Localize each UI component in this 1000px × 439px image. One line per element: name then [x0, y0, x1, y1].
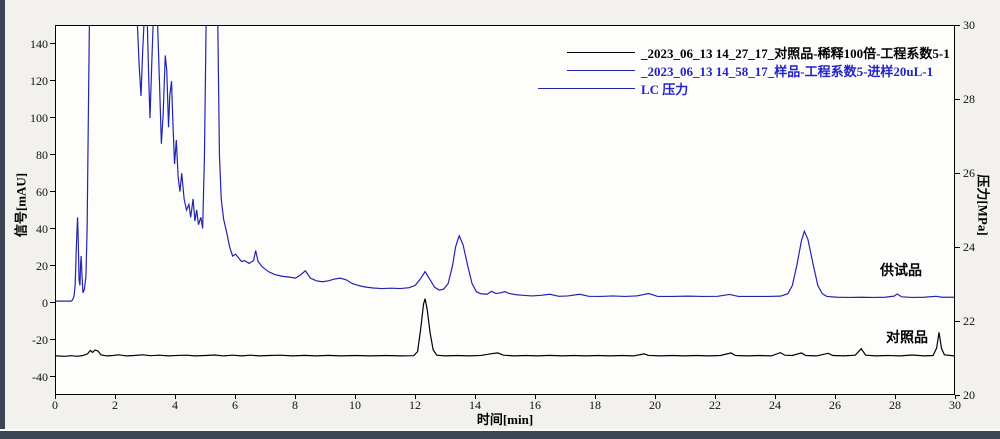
x-tick-label: 22	[709, 398, 721, 412]
legend: _2023_06_13 14_27_17_对照品-稀释100倍-工程系数5-1 _…	[538, 43, 950, 97]
y-left-tick	[50, 302, 55, 303]
y-left-tick	[50, 265, 55, 266]
x-tick	[174, 395, 176, 399]
x-tick-label: 30	[949, 398, 961, 412]
y-right-tick	[955, 172, 960, 174]
legend-item-label: _2023_06_13 14_27_17_对照品-稀释100倍-工程系数5-1	[641, 45, 950, 61]
x-tick-label: 12	[409, 398, 421, 412]
chromatogram-plot-canvas[interactable]	[55, 25, 955, 395]
legend-line-sample	[567, 69, 635, 71]
y-right-tick-label: 30	[963, 18, 975, 32]
x-tick	[114, 395, 116, 399]
window-left-edge	[0, 0, 5, 439]
y-left-tick	[50, 191, 55, 192]
x-tick-label: 14	[469, 398, 481, 412]
x-tick-label: 26	[829, 398, 841, 412]
y-left-tick-label: 20	[36, 258, 48, 273]
y-left-tick	[50, 117, 55, 118]
x-tick-label: 6	[232, 398, 238, 412]
y-right-tick-label: 20	[963, 388, 975, 402]
y-left-tick-label: 120	[30, 73, 48, 88]
trace-annotation-0: 供试品	[880, 263, 922, 279]
trace-annotation-1: 对照品	[886, 331, 928, 347]
x-tick-label: 10	[349, 398, 361, 412]
x-tick-label: 24	[769, 398, 781, 412]
y-right-tick	[955, 394, 960, 396]
x-tick	[894, 395, 896, 399]
y-left-tick-label: -20	[32, 332, 48, 347]
legend-line-sample	[567, 51, 635, 53]
x-tick	[474, 395, 476, 399]
y-left-tick	[50, 154, 55, 155]
x-tick	[594, 395, 596, 399]
y-right-tick-label: 22	[963, 314, 975, 328]
y-right-axis-title: 压力[MPa]	[975, 174, 991, 236]
y-right-tick-label: 24	[963, 240, 975, 254]
x-tick-label: 4	[172, 398, 178, 412]
x-tick	[54, 395, 56, 399]
y-right-tick-label: 28	[963, 92, 975, 106]
x-tick	[354, 395, 356, 399]
window-bottom-edge	[0, 431, 1000, 439]
y-right-tick	[955, 24, 960, 26]
x-tick	[714, 395, 716, 399]
y-left-tick-label: 100	[30, 110, 48, 125]
trace-0	[56, 26, 954, 302]
chromatogram-traces	[56, 26, 954, 357]
x-tick-label: 18	[589, 398, 601, 412]
x-tick-label: 28	[889, 398, 901, 412]
y-right-tick-label: 26	[963, 166, 975, 180]
x-tick	[834, 395, 836, 399]
y-left-tick-label: 0	[42, 295, 48, 310]
y-right-tick	[955, 246, 960, 248]
x-tick	[534, 395, 536, 399]
trace-1	[56, 298, 954, 357]
x-tick	[654, 395, 656, 399]
x-tick-label: 0	[52, 398, 58, 412]
y-left-axis-title: 信号[mAU]	[13, 172, 29, 238]
x-axis-title: 时间[min]	[476, 412, 534, 427]
legend-item-0: _2023_06_13 14_27_17_对照品-稀释100倍-工程系数5-1	[567, 43, 950, 61]
x-tick	[234, 395, 236, 399]
x-tick-label: 16	[529, 398, 541, 412]
x-tick-label: 20	[649, 398, 661, 412]
legend-item-2: LC 压力	[538, 79, 950, 97]
y-right-tick	[955, 98, 960, 100]
y-left-tick-label: 140	[30, 36, 48, 51]
legend-line-sample	[538, 87, 635, 89]
y-left-tick	[50, 43, 55, 44]
x-tick	[954, 395, 956, 399]
y-right-tick	[955, 320, 960, 322]
y-left-tick-label: 60	[36, 184, 48, 199]
y-left-tick-label: 40	[36, 221, 48, 236]
y-left-tick	[50, 80, 55, 81]
x-tick	[294, 395, 296, 399]
x-tick	[414, 395, 416, 399]
y-left-tick-label: 80	[36, 147, 48, 162]
x-tick	[774, 395, 776, 399]
legend-item-label: LC 压力	[641, 81, 689, 97]
x-tick-label: 8	[292, 398, 298, 412]
legend-item-1: _2023_06_13 14_58_17_样品-工程系数5-进样20uL-1	[567, 61, 950, 79]
x-tick-label: 2	[112, 398, 118, 412]
y-left-tick	[50, 228, 55, 229]
y-left-tick	[50, 376, 55, 377]
legend-item-label: _2023_06_13 14_58_17_样品-工程系数5-进样20uL-1	[641, 63, 934, 79]
y-left-tick-label: -40	[32, 369, 48, 384]
y-left-tick	[50, 339, 55, 340]
window-bottom-highlight	[0, 429, 1000, 431]
